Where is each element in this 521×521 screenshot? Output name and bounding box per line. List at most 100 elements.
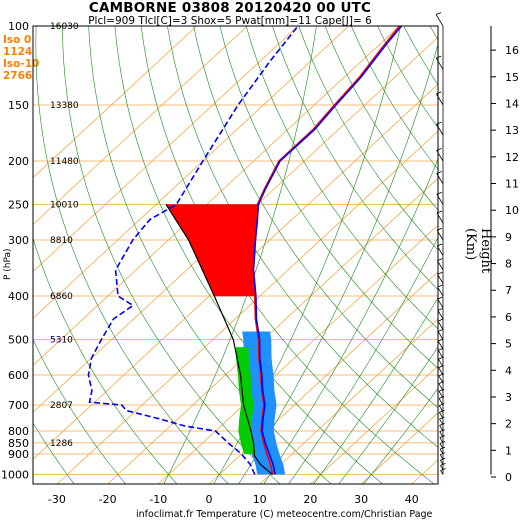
dry-adiabat [350,26,438,170]
moist-adiabat [313,297,438,484]
wind-barb [438,396,445,399]
wind-barb [438,367,444,376]
iso0-height: 1124 [3,46,33,58]
dry-adiabat [219,26,438,369]
wind-barb [436,210,443,214]
temperature-tick-label: 0 [206,493,213,506]
height-tick-label: 15 [505,71,519,84]
moist-adiabat [263,158,438,484]
dry-adiabat [272,26,438,291]
height-tick-label: 13 [505,124,519,137]
wind-barb [438,388,445,392]
wind-barb [437,274,444,284]
wind-barb [436,245,444,256]
wind-barb [439,418,444,426]
wind-barb [439,431,444,438]
dry-adiabat [193,26,438,409]
temperature-tick-label: -10 [149,493,167,506]
wind-barb [437,308,443,311]
dry-adiabat [245,26,438,330]
wind-barb [438,350,444,359]
wind-barb [439,448,444,455]
wind-barb [436,147,442,151]
wind-barb [439,429,445,432]
isotherm [259,318,438,484]
wind-barb [437,243,443,247]
height-tick-label: 4 [505,364,512,377]
dry-adiabat [88,26,332,484]
geopotential-label: 10010 [50,200,79,210]
wind-barb [440,459,444,465]
isotherm [107,177,438,484]
pressure-tick-label: 150 [8,99,29,112]
wind-barb [438,398,444,406]
geopotential-label: 16030 [50,22,79,32]
moist-adiabat [213,26,401,484]
wind-barb [439,454,444,460]
height-tick-label: 2 [505,418,512,431]
geopotential-label: 6860 [50,292,73,302]
height-tick-label: 8 [505,258,512,271]
profile-virtual-temperature [252,26,403,475]
pressure-tick-label: 900 [8,448,29,461]
wind-barb [439,425,444,432]
wind-barb [437,331,444,340]
geopotential-label: 8810 [50,236,73,246]
wind-barb [436,227,443,231]
wind-barb [439,443,444,449]
wind-barbs [435,12,446,475]
temperature-tick-label: 20 [303,493,317,506]
dry-adiabat [456,26,521,484]
wind-barb [437,260,444,271]
height-tick-label: 14 [505,97,519,110]
dry-adiabat [483,26,521,484]
wind-barb [440,470,444,475]
chart-title: CAMBORNE 03808 20120420 00 UTC [88,0,372,16]
wind-barb [438,338,444,342]
wind-barb [436,121,442,125]
wind-barb [436,150,444,162]
wind-barb [435,14,444,27]
temperature-tick-label: 40 [405,493,419,506]
wind-barb [437,340,444,350]
height-tick-label: 7 [505,284,512,297]
dry-adiabat [403,26,438,86]
temperature-tick-label: 10 [253,493,267,506]
temperature-tick-label: -20 [99,493,117,506]
wind-barb [436,173,444,185]
iso10-height: 2766 [3,70,33,82]
height-tick-label: 1 [505,444,512,457]
wind-barb [439,437,444,444]
pressure-tick-label: 300 [8,234,29,247]
pressure-tick-label: 700 [8,399,29,412]
isotherm [463,26,521,484]
profile-temperature [251,26,401,475]
wind-barb [439,412,444,419]
wind-barb [436,191,442,195]
moist-adiabat [163,26,317,484]
dry-adiabat [298,26,438,251]
cape-area [165,204,258,297]
height-tick-label: 3 [505,391,512,404]
wind-barb [438,381,444,385]
wind-barb [436,171,442,174]
wind-barb [437,284,443,288]
wind-barb [436,212,444,224]
height-tick-label: 12 [505,151,519,164]
chart-subtitle: Plcl=909 Tlcl[C]=3 Shox=5 Pwat[mm]=11 Ca… [88,15,372,27]
isotherm [33,26,350,319]
wind-barb [437,320,444,330]
wind-barb [438,383,444,391]
axes: 1001502002503004005006007008008509001000… [1,20,439,506]
dry-adiabat [509,26,521,484]
wind-barb [437,318,444,322]
wind-barb [439,416,445,420]
wind-barb [436,229,444,241]
profile-parcel [165,204,273,475]
pressure-tick-label: 850 [8,437,29,450]
wind-barb [437,298,444,309]
wind-barb [436,91,442,95]
profile-dew-point [87,26,299,475]
